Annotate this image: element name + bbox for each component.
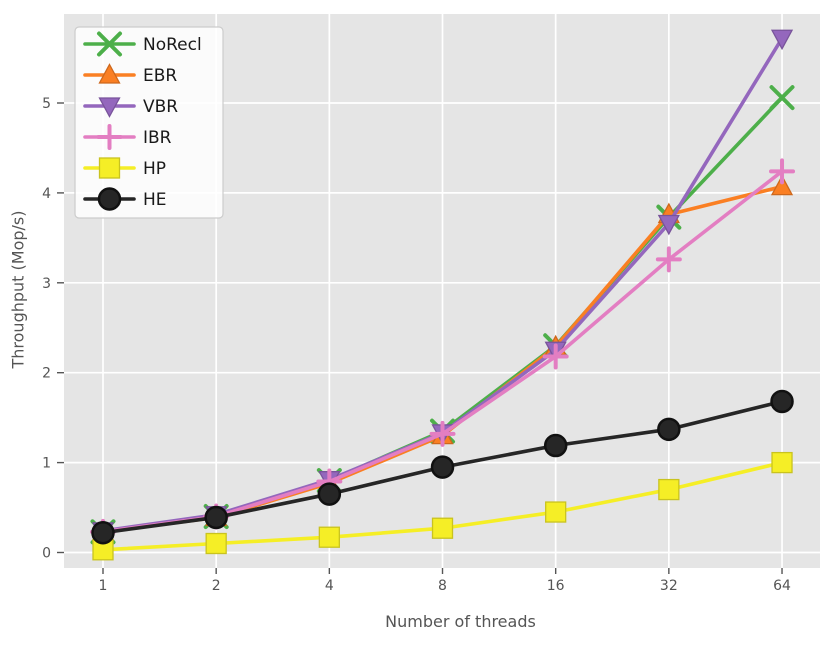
- legend-item-vbr: VBR: [83, 97, 178, 118]
- marker-circle: [317, 482, 342, 506]
- marker-circle: [91, 520, 115, 545]
- marker-x: [97, 31, 122, 57]
- y-tick-label: 4: [42, 186, 51, 202]
- marker-circle: [543, 433, 568, 458]
- marker-square: [658, 478, 680, 501]
- marker-plus: [542, 343, 569, 370]
- x-tick-label: 64: [773, 578, 791, 594]
- legend-label: NoRecl: [143, 35, 202, 55]
- legend-item-he: HE: [83, 187, 167, 211]
- marker-circle: [770, 389, 794, 414]
- legend-item-ebr: EBR: [83, 63, 177, 86]
- marker-triangle-down: [98, 97, 121, 118]
- marker-plus: [769, 158, 796, 185]
- x-tick-label: 8: [438, 578, 447, 594]
- marker-square: [318, 526, 340, 548]
- x-tick-label: 32: [660, 578, 678, 594]
- y-tick-label: 2: [42, 366, 51, 382]
- marker-triangle-down: [770, 29, 794, 51]
- legend-item-hp: HP: [83, 157, 166, 179]
- marker-plus: [96, 124, 123, 150]
- legend-label: VBR: [143, 97, 178, 117]
- marker-plus: [429, 420, 456, 447]
- axes-ticks: 1 2 4 8 16 32 64 0 1 2 3 4 5: [42, 96, 791, 594]
- legend-item-norecl: NoRecl: [83, 31, 202, 57]
- marker-triangle-down: [657, 214, 680, 236]
- marker-circle: [204, 505, 228, 530]
- marker-circle: [430, 455, 455, 479]
- y-tick-label: 0: [42, 546, 51, 562]
- y-axis-label: Throughput (Mop/s): [8, 210, 28, 369]
- marker-circle: [97, 187, 122, 211]
- legend-label: IBR: [143, 128, 172, 148]
- legend-item-ibr: IBR: [83, 124, 172, 150]
- y-tick-label: 1: [42, 456, 51, 472]
- marker-x: [769, 85, 795, 111]
- x-tick-label: 2: [212, 578, 221, 594]
- marker-square: [205, 532, 227, 555]
- marker-square: [98, 157, 121, 179]
- x-axis-label: Number of threads: [385, 612, 536, 631]
- marker-triangle-up: [770, 174, 794, 196]
- marker-square: [545, 501, 567, 523]
- marker-square: [771, 451, 793, 474]
- legend-label: HE: [143, 190, 167, 210]
- marker-plus: [655, 246, 682, 273]
- series-he: [91, 389, 794, 545]
- marker-square: [431, 517, 454, 539]
- y-tick-label: 5: [42, 96, 51, 112]
- legend-label: EBR: [143, 66, 177, 86]
- marker-triangle-up: [98, 63, 121, 84]
- legend-label: HP: [143, 159, 166, 179]
- marker-circle: [657, 417, 681, 442]
- y-tick-label: 3: [42, 276, 51, 292]
- x-tick-label: 16: [547, 578, 565, 594]
- series-hp: [92, 451, 793, 561]
- legend: NoRecl EBR VBR IBR HP HE: [74, 26, 224, 219]
- x-tick-label: 1: [99, 578, 108, 594]
- x-tick-label: 4: [325, 578, 334, 594]
